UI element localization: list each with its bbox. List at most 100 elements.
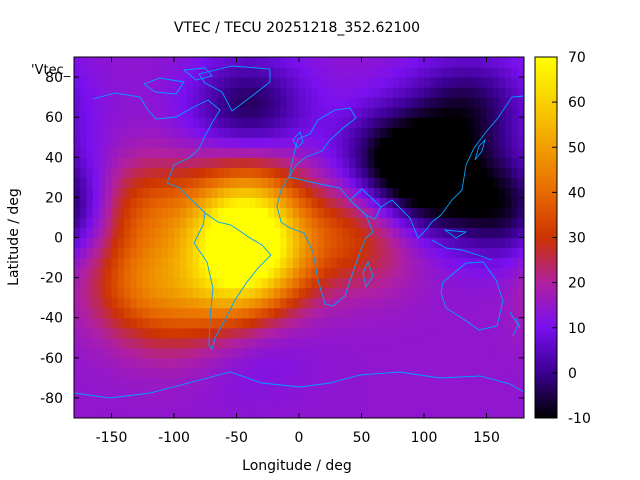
heatmap-cell (386, 127, 394, 138)
heatmap-cell (242, 267, 250, 279)
heatmap-cell (142, 277, 150, 289)
heatmap-cell (430, 57, 438, 68)
heatmap-cell (399, 377, 406, 389)
heatmap-cell (80, 247, 88, 259)
heatmap-cell (99, 257, 106, 269)
heatmap-cell (255, 307, 263, 319)
heatmap-cell (380, 287, 388, 299)
heatmap-cell (267, 247, 275, 259)
heatmap-cell (80, 227, 88, 239)
heatmap-cell (86, 377, 94, 389)
heatmap-cell (149, 317, 156, 329)
heatmap-cell (355, 317, 363, 329)
heatmap-cell (111, 217, 119, 229)
heatmap-cell (455, 147, 463, 158)
heatmap-cell (105, 57, 113, 68)
heatmap-cell (386, 217, 394, 229)
heatmap-cell (292, 367, 300, 379)
heatmap-cell (505, 127, 513, 138)
heatmap-cell (374, 407, 381, 418)
y-tick-label: -80 (40, 391, 63, 407)
heatmap-cell (355, 87, 363, 98)
heatmap-cell (449, 57, 456, 68)
heatmap-cell (117, 197, 125, 209)
heatmap-cell (324, 57, 331, 68)
heatmap-cell (511, 97, 519, 108)
heatmap-cell (155, 227, 163, 239)
heatmap-cell (305, 67, 313, 78)
heatmap-cell (442, 327, 450, 339)
heatmap-cell (461, 97, 469, 108)
heatmap-cell (242, 117, 250, 128)
heatmap-cell (136, 157, 144, 168)
heatmap-cell (142, 397, 150, 409)
heatmap-cell (367, 87, 375, 98)
heatmap-cell (505, 107, 513, 118)
heatmap-cell (286, 107, 294, 118)
heatmap-cell (217, 67, 225, 78)
heatmap-cell (230, 387, 238, 399)
heatmap-cell (342, 187, 350, 198)
heatmap-cell (517, 157, 524, 168)
heatmap-cell (86, 357, 94, 369)
heatmap-cell (455, 367, 463, 379)
heatmap-cell (117, 117, 125, 128)
heatmap-cell (99, 217, 106, 229)
heatmap-cell (99, 357, 106, 369)
heatmap-cell (124, 167, 131, 178)
heatmap-cell (349, 187, 356, 198)
heatmap-cell (155, 77, 163, 88)
heatmap-cell (430, 357, 438, 369)
heatmap-cell (417, 237, 425, 249)
heatmap-cell (517, 147, 524, 158)
heatmap-cell (336, 237, 344, 249)
heatmap-cell (430, 187, 438, 198)
heatmap-cell (305, 217, 313, 229)
heatmap-cell (280, 377, 288, 389)
heatmap-cell (399, 87, 406, 98)
heatmap-cell (136, 327, 144, 339)
heatmap-cell (461, 87, 469, 98)
heatmap-cell (442, 77, 450, 88)
heatmap-cell (199, 207, 206, 219)
heatmap-cell (105, 397, 113, 409)
heatmap-cell (155, 287, 163, 299)
heatmap-cell (180, 367, 188, 379)
heatmap-cell (192, 287, 200, 299)
heatmap-cell (324, 147, 331, 158)
heatmap-cell (286, 287, 294, 299)
heatmap-cell (261, 97, 269, 108)
heatmap-cell (199, 227, 206, 239)
heatmap-cell (499, 187, 506, 198)
heatmap-cell (436, 207, 444, 219)
heatmap-cell (305, 127, 313, 138)
heatmap-cell (192, 247, 200, 259)
heatmap-cell (111, 367, 119, 379)
heatmap-cell (224, 337, 231, 349)
heatmap-cell (330, 357, 338, 369)
heatmap-cell (261, 127, 269, 138)
heatmap-cell (167, 227, 175, 239)
heatmap-cell (74, 307, 81, 319)
heatmap-cell (255, 247, 263, 259)
heatmap-cell (305, 307, 313, 319)
heatmap-cell (392, 97, 400, 108)
heatmap-cell (324, 227, 331, 239)
heatmap-cell (436, 387, 444, 399)
heatmap-cell (255, 287, 263, 299)
heatmap-cell (130, 117, 138, 128)
heatmap-cell (80, 107, 88, 118)
heatmap-cell (355, 157, 363, 168)
heatmap-cell (236, 227, 244, 239)
heatmap-cell (330, 227, 338, 239)
heatmap-cell (417, 337, 425, 349)
heatmap-cell (161, 97, 169, 108)
heatmap-cell (499, 397, 506, 409)
heatmap-cell (99, 387, 106, 399)
heatmap-cell (155, 237, 163, 249)
heatmap-cell (342, 357, 350, 369)
heatmap-cell (280, 367, 288, 379)
heatmap-cell (105, 257, 113, 269)
heatmap-cell (305, 287, 313, 299)
heatmap-cell (155, 137, 163, 148)
